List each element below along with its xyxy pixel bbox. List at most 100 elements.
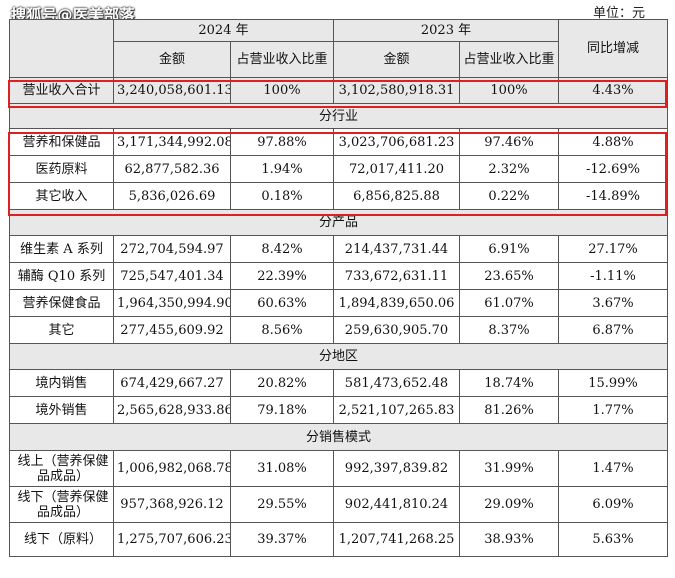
header-amount-2024: 金额 [113, 41, 231, 78]
ratio-2024: 79.18% [230, 396, 334, 424]
amount-2024: 277,455,609.92 [113, 316, 231, 344]
table-row: 其它收入 5,836,026.69 0.18% 6,856,825.88 0.2… [9, 182, 668, 210]
yoy-change: 5.63% [558, 522, 668, 557]
yoy-change: 6.09% [558, 486, 668, 523]
ratio-2023: 61.07% [459, 289, 559, 317]
yoy-change: -12.69% [558, 155, 668, 183]
row-name: 辅酶 Q10 系列 [9, 262, 114, 290]
row-name: 境外销售 [9, 396, 114, 424]
amount-2023: 992,397,839.82 [333, 450, 460, 487]
yoy-change: 6.87% [558, 316, 668, 344]
amount-2023: 3,102,580,918.31 [333, 77, 460, 104]
revenue-table: 2024 年 2023 年 同比增减 金额 占营业收入比重 金额 占营业收入比重… [9, 19, 668, 557]
amount-2024: 957,368,926.12 [113, 486, 231, 523]
row-name: 线下（原料） [9, 522, 114, 557]
ratio-2023: 23.65% [459, 262, 559, 290]
amount-2024: 2,565,628,933.86 [113, 396, 231, 424]
amount-2023: 733,672,631.11 [333, 262, 460, 290]
header-ratio-2023: 占营业收入比重 [459, 41, 559, 78]
ratio-2024: 60.63% [230, 289, 334, 317]
section-title: 分产品 [9, 209, 668, 236]
ratio-2024: 31.08% [230, 450, 334, 487]
ratio-2023: 81.26% [459, 396, 559, 424]
ratio-2024: 1.94% [230, 155, 334, 183]
amount-2023: 1,207,741,268.25 [333, 522, 460, 557]
table-row: 营养保健食品 1,964,350,994.90 60.63% 1,894,839… [9, 289, 668, 317]
table-row: 境内销售 674,429,667.27 20.82% 581,473,652.4… [9, 369, 668, 397]
header-year-2023: 2023 年 [333, 19, 559, 42]
row-name: 营养和保健品 [9, 128, 114, 156]
table-row: 其它 277,455,609.92 8.56% 259,630,905.70 8… [9, 316, 668, 344]
ratio-2024: 8.42% [230, 235, 334, 263]
ratio-2023: 29.09% [459, 486, 559, 523]
yoy-change: 4.88% [558, 128, 668, 156]
amount-2023: 581,473,652.48 [333, 369, 460, 397]
yoy-change: 15.99% [558, 369, 668, 397]
ratio-2023: 2.32% [459, 155, 559, 183]
table-row: 线下（营养保健品成品） 957,368,926.12 29.55% 902,44… [9, 486, 668, 523]
yoy-change: 27.17% [558, 235, 668, 263]
yoy-change: 1.47% [558, 450, 668, 487]
row-name: 其它 [9, 316, 114, 344]
section-title: 分行业 [9, 103, 668, 129]
amount-2024: 1,964,350,994.90 [113, 289, 231, 317]
total-row: 营业收入合计 3,240,058,601.13 100% 3,102,580,9… [9, 77, 668, 104]
yoy-change: -1.11% [558, 262, 668, 290]
row-name: 营养保健食品 [9, 289, 114, 317]
amount-2024: 272,704,594.97 [113, 235, 231, 263]
amount-2023: 1,894,839,650.06 [333, 289, 460, 317]
row-name: 境内销售 [9, 369, 114, 397]
row-name: 线下（营养保健品成品） [9, 486, 114, 523]
yoy-change: -14.89% [558, 182, 668, 210]
table-row: 境外销售 2,565,628,933.86 79.18% 2,521,107,2… [9, 396, 668, 424]
table-row: 医药原料 62,877,582.36 1.94% 72,017,411.20 2… [9, 155, 668, 183]
row-name: 其它收入 [9, 182, 114, 210]
ratio-2024: 0.18% [230, 182, 334, 210]
header-blank [9, 19, 114, 78]
row-name: 维生素 A 系列 [9, 235, 114, 263]
ratio-2023: 31.99% [459, 450, 559, 487]
row-name: 营业收入合计 [9, 77, 114, 104]
amount-2023: 259,630,905.70 [333, 316, 460, 344]
ratio-2023: 97.46% [459, 128, 559, 156]
ratio-2023: 38.93% [459, 522, 559, 557]
ratio-2024: 39.37% [230, 522, 334, 557]
ratio-2023: 100% [459, 77, 559, 104]
header-ratio-2024: 占营业收入比重 [230, 41, 334, 78]
amount-2023: 72,017,411.20 [333, 155, 460, 183]
yoy-change: 4.43% [558, 77, 668, 104]
ratio-2023: 8.37% [459, 316, 559, 344]
amount-2024: 5,836,026.69 [113, 182, 231, 210]
ratio-2024: 100% [230, 77, 334, 104]
amount-2023: 6,856,825.88 [333, 182, 460, 210]
section-title: 分地区 [9, 343, 668, 370]
amount-2023: 902,441,810.24 [333, 486, 460, 523]
table-row: 辅酶 Q10 系列 725,547,401.34 22.39% 733,672,… [9, 262, 668, 290]
amount-2023: 2,521,107,265.83 [333, 396, 460, 424]
ratio-2024: 22.39% [230, 262, 334, 290]
ratio-2024: 97.88% [230, 128, 334, 156]
table-row: 线下（原料） 1,275,707,606.23 39.37% 1,207,741… [9, 522, 668, 557]
amount-2024: 3,240,058,601.13 [113, 77, 231, 104]
amount-2024: 674,429,667.27 [113, 369, 231, 397]
amount-2024: 1,006,982,068.78 [113, 450, 231, 487]
unit-label: 单位：元 [592, 6, 645, 21]
ratio-2024: 8.56% [230, 316, 334, 344]
ratio-2023: 6.91% [459, 235, 559, 263]
yoy-change: 3.67% [558, 289, 668, 317]
section-title: 分销售模式 [9, 423, 668, 451]
amount-2023: 3,023,706,681.23 [333, 128, 460, 156]
ratio-2023: 18.74% [459, 369, 559, 397]
yoy-change: 1.77% [558, 396, 668, 424]
amount-2024: 725,547,401.34 [113, 262, 231, 290]
header-yoy: 同比增减 [558, 19, 668, 78]
ratio-2024: 20.82% [230, 369, 334, 397]
header-amount-2023: 金额 [333, 41, 460, 78]
amount-2023: 214,437,731.44 [333, 235, 460, 263]
amount-2024: 62,877,582.36 [113, 155, 231, 183]
ratio-2023: 0.22% [459, 182, 559, 210]
table-row: 维生素 A 系列 272,704,594.97 8.42% 214,437,73… [9, 235, 668, 263]
header-year-2024: 2024 年 [113, 19, 334, 42]
table-row: 营养和保健品 3,171,344,992.08 97.88% 3,023,706… [9, 128, 668, 156]
row-name: 线上（营养保健品成品） [9, 450, 114, 487]
